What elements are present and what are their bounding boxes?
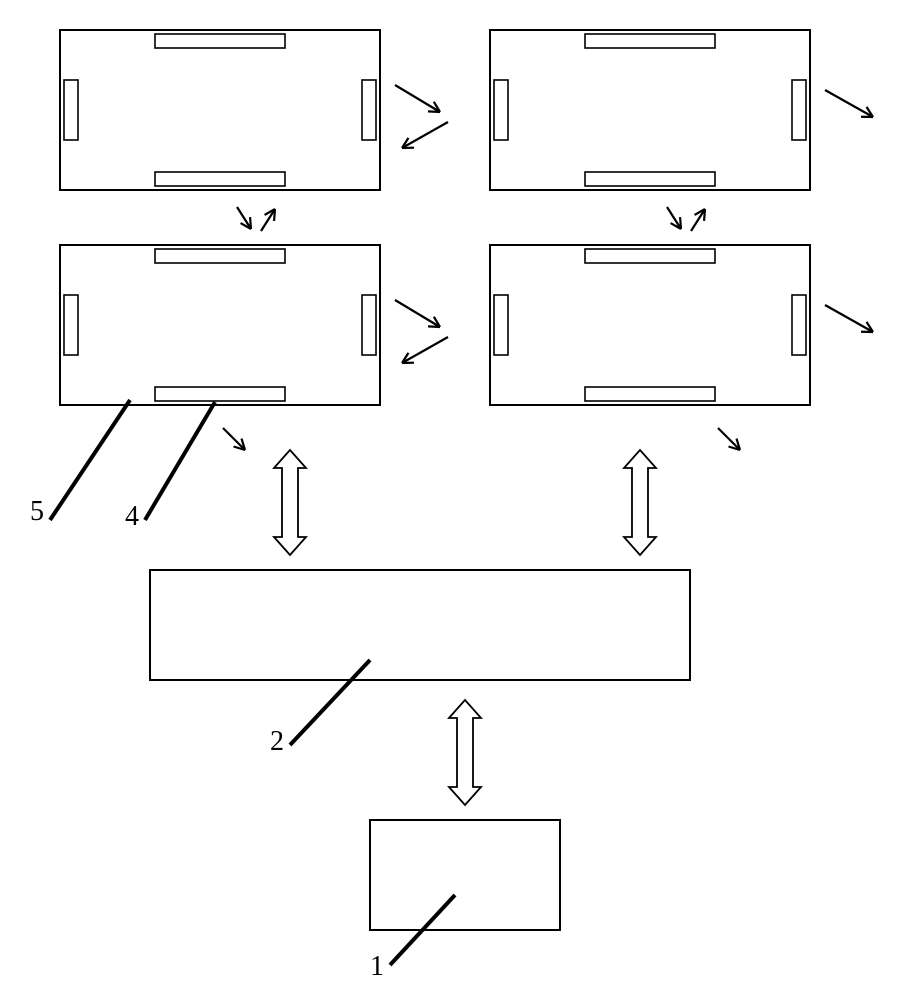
callout-label-4: 4 <box>125 501 139 533</box>
hub-box <box>150 570 690 680</box>
callout-label-1: 1 <box>370 951 384 983</box>
terminal-box <box>370 820 560 930</box>
double-arrow <box>274 450 306 555</box>
module-box <box>490 30 810 190</box>
leader-line <box>290 660 370 745</box>
arrow-side <box>395 85 448 148</box>
module-box <box>60 30 380 190</box>
module-box <box>490 245 810 405</box>
arrow-down-right <box>718 428 740 450</box>
leader-line <box>145 402 215 520</box>
leader-line <box>50 400 130 520</box>
callout-label-5: 5 <box>30 496 44 528</box>
arrow-pair-vertical <box>237 207 275 231</box>
arrow-side <box>825 90 873 117</box>
arrow-down-right <box>223 428 245 450</box>
double-arrow <box>624 450 656 555</box>
arrow-side <box>825 305 873 332</box>
diagram-canvas <box>0 0 900 1000</box>
double-arrow <box>449 700 481 805</box>
module-box <box>60 245 380 405</box>
callout-label-2: 2 <box>270 726 284 758</box>
arrow-side <box>395 300 448 363</box>
arrow-pair-vertical <box>667 207 705 231</box>
